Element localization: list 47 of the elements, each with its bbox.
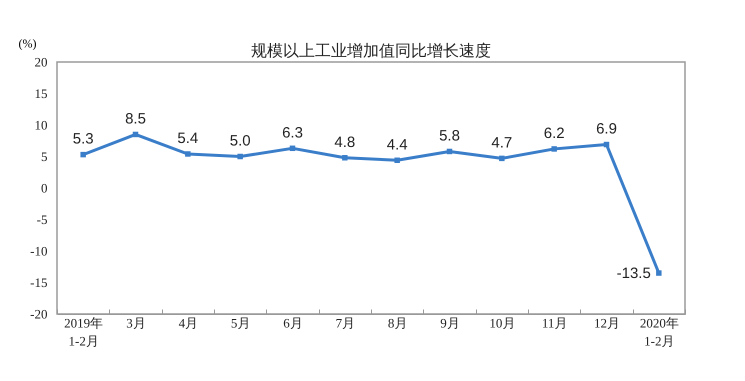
data-label: 5.3 (72, 130, 94, 148)
data-label: 8.5 (125, 110, 146, 128)
point (551, 146, 557, 152)
x-tick-label: 7月 (336, 316, 356, 330)
y-tick-label: 15 (34, 86, 48, 101)
x-tick-label: 4月 (178, 316, 198, 330)
y-tick-label: 20 (34, 54, 48, 70)
data-label: 6.9 (596, 120, 617, 138)
y-tick-label: 5 (41, 149, 48, 164)
x-tick-label: 11月 (542, 316, 568, 330)
x-tick-label: 10月 (489, 316, 516, 330)
point (80, 152, 86, 158)
y-tick-label: 10 (34, 118, 48, 132)
data-label: 4.8 (334, 134, 356, 151)
point (132, 132, 138, 138)
data-label: 5.8 (439, 127, 460, 144)
y-tick-label: -5 (36, 212, 48, 227)
point (604, 142, 610, 148)
y-tick-label: -20 (30, 306, 48, 322)
x-tick-label: 6月 (283, 316, 303, 330)
point (656, 270, 662, 276)
point (394, 158, 400, 164)
point (290, 146, 296, 152)
y-tick-label: 0 (41, 180, 48, 196)
data-label: 6.3 (282, 124, 303, 142)
chart-title: 规模以上工业增加值同比增长速度 (251, 42, 491, 60)
data-label: 5.4 (177, 130, 198, 147)
point (237, 154, 243, 160)
x-tick-label: 3月 (126, 316, 146, 330)
x-tick-label: 2019年 1-2月 (64, 316, 104, 348)
data-label: -13.5 (616, 265, 651, 282)
x-tick-label: 2020年 1-2月 (640, 316, 679, 348)
x-tick-label: 12月 (594, 316, 620, 330)
y-tick-label: -15 (30, 275, 48, 290)
y-tick-label: -10 (30, 244, 48, 258)
y-axis-title: (%) (18, 36, 36, 50)
data-label: 6.2 (544, 124, 565, 142)
data-label: 4.4 (386, 136, 408, 154)
point (185, 151, 191, 157)
point (499, 156, 505, 162)
x-tick-label: 5月 (230, 316, 250, 330)
point (446, 148, 452, 154)
data-label: 4.7 (491, 134, 512, 152)
point (342, 155, 348, 160)
data-label: 5.0 (230, 132, 251, 150)
x-tick-label: 8月 (388, 316, 408, 330)
x-tick-label: 9月 (440, 316, 460, 330)
